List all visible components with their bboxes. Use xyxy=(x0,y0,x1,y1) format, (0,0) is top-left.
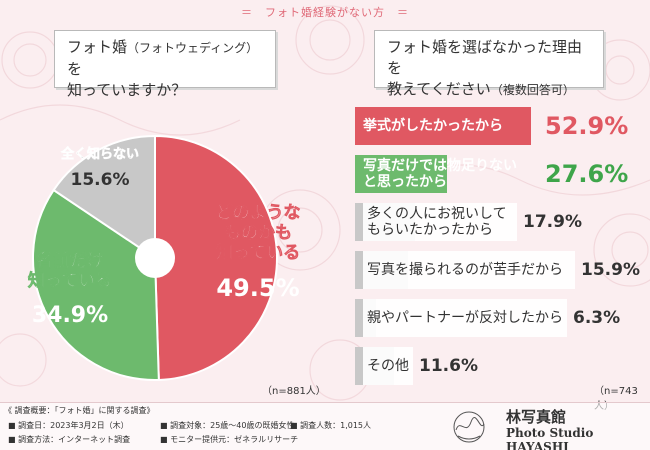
pie-category-label: 知っている xyxy=(215,242,300,263)
question-1-line2: 知っていますか？ xyxy=(67,81,187,99)
bar-value-label: 27.6% xyxy=(545,160,629,188)
survey-title: 《 調査概要：「フォト婚」に関する調査》 xyxy=(4,406,155,415)
pie-category-label: 名前だけ xyxy=(36,250,104,271)
pie-value-label: 34.9% xyxy=(32,303,108,328)
question-1-box: フォト婚（フォトウェディング） を 知っていますか？ xyxy=(54,30,276,99)
question-2-box: フォト婚を選ばなかった理由を 教えてください（複数回答可） xyxy=(374,30,604,98)
question-2-line1: フォト婚を選ばなかった理由を xyxy=(387,38,583,77)
bar-row: 写真だけでは物足りない と思ったから 27.6% xyxy=(355,155,645,193)
question-1-line1b: を xyxy=(67,60,83,78)
bar-category-label: 親やパートナーが反対したから xyxy=(363,299,567,337)
bar-category-label: 挙式がしたかったから xyxy=(363,118,503,134)
survey-item: ■ 調査対象：25歳〜40歳の既婚女性 xyxy=(160,421,295,430)
pie-sample-size: （n=881人） xyxy=(262,386,326,397)
question-2-paren: （複数回答可） xyxy=(490,83,575,97)
bar-category-label: 多くの人にお祝いして もらいたかったから xyxy=(363,203,517,241)
bar-value-label: 52.9% xyxy=(545,112,629,140)
pie-label: 全く知らない 15.6% xyxy=(60,146,140,190)
studio-name-jp: 林写真館 xyxy=(506,408,567,426)
bar xyxy=(355,107,532,145)
survey-item: ■ 調査方法：インターネット調査 xyxy=(8,435,131,444)
bar-row: 写真を撮られるのが苦手だから 15.9% xyxy=(355,251,645,289)
pie-slice xyxy=(154,134,278,381)
footer xyxy=(0,402,650,450)
bar-value-label: 15.9% xyxy=(581,260,640,280)
bar-value-label: 11.6% xyxy=(419,356,478,376)
bar xyxy=(355,155,447,193)
pie-category-label: 全く知らない xyxy=(60,146,139,162)
studio-name-en: Photo Studio HAYASHI xyxy=(506,426,594,450)
survey-item: ■ 調査日：2023年3月2日（木） xyxy=(8,421,129,430)
pie-value-label: 15.6% xyxy=(71,170,130,190)
pie-slice xyxy=(52,134,156,260)
bar-value-label: 6.3% xyxy=(573,308,621,328)
bar-category-label: その他 xyxy=(363,347,413,385)
bar-value-label: 17.9% xyxy=(523,212,582,232)
pie-chart: どのようなものかも知っている49.5%名前だけ知っている34.9%全く知らない1… xyxy=(27,134,301,381)
pie-category-label: ものかも xyxy=(224,223,292,243)
pie-category-label: 知っている xyxy=(27,270,112,291)
question-2-line2: 教えてください xyxy=(387,80,491,98)
bar-row: 親やパートナーが反対したから 6.3% xyxy=(355,299,645,337)
pie-category-label: どのような xyxy=(216,203,301,223)
top-banner: ＝ フォト婚経験がない方 ＝ xyxy=(241,6,409,19)
survey-item: ■ 調査人数：1,015人 xyxy=(290,421,372,430)
pie-value-label: 49.5% xyxy=(216,274,299,302)
question-1-paren: （フォトウェディング） xyxy=(127,41,259,55)
survey-item: ■ モニター提供元：ゼネラルリサーチ xyxy=(160,435,299,444)
question-1-line1: フォト婚 xyxy=(67,38,128,56)
bar-category-label: 写真だけでは物足りない と思ったから xyxy=(363,158,517,190)
bar-category-label: 写真を撮られるのが苦手だから xyxy=(363,251,575,289)
bar-row: 多くの人にお祝いして もらいたかったから 17.9% xyxy=(355,203,645,241)
bar-row: その他 11.6% xyxy=(355,347,645,385)
pie-center-hole xyxy=(135,238,175,278)
bar-row: 挙式がしたかったから 52.9% xyxy=(355,107,645,145)
studio-logo-icon xyxy=(453,411,485,443)
pie-slice xyxy=(32,188,160,381)
